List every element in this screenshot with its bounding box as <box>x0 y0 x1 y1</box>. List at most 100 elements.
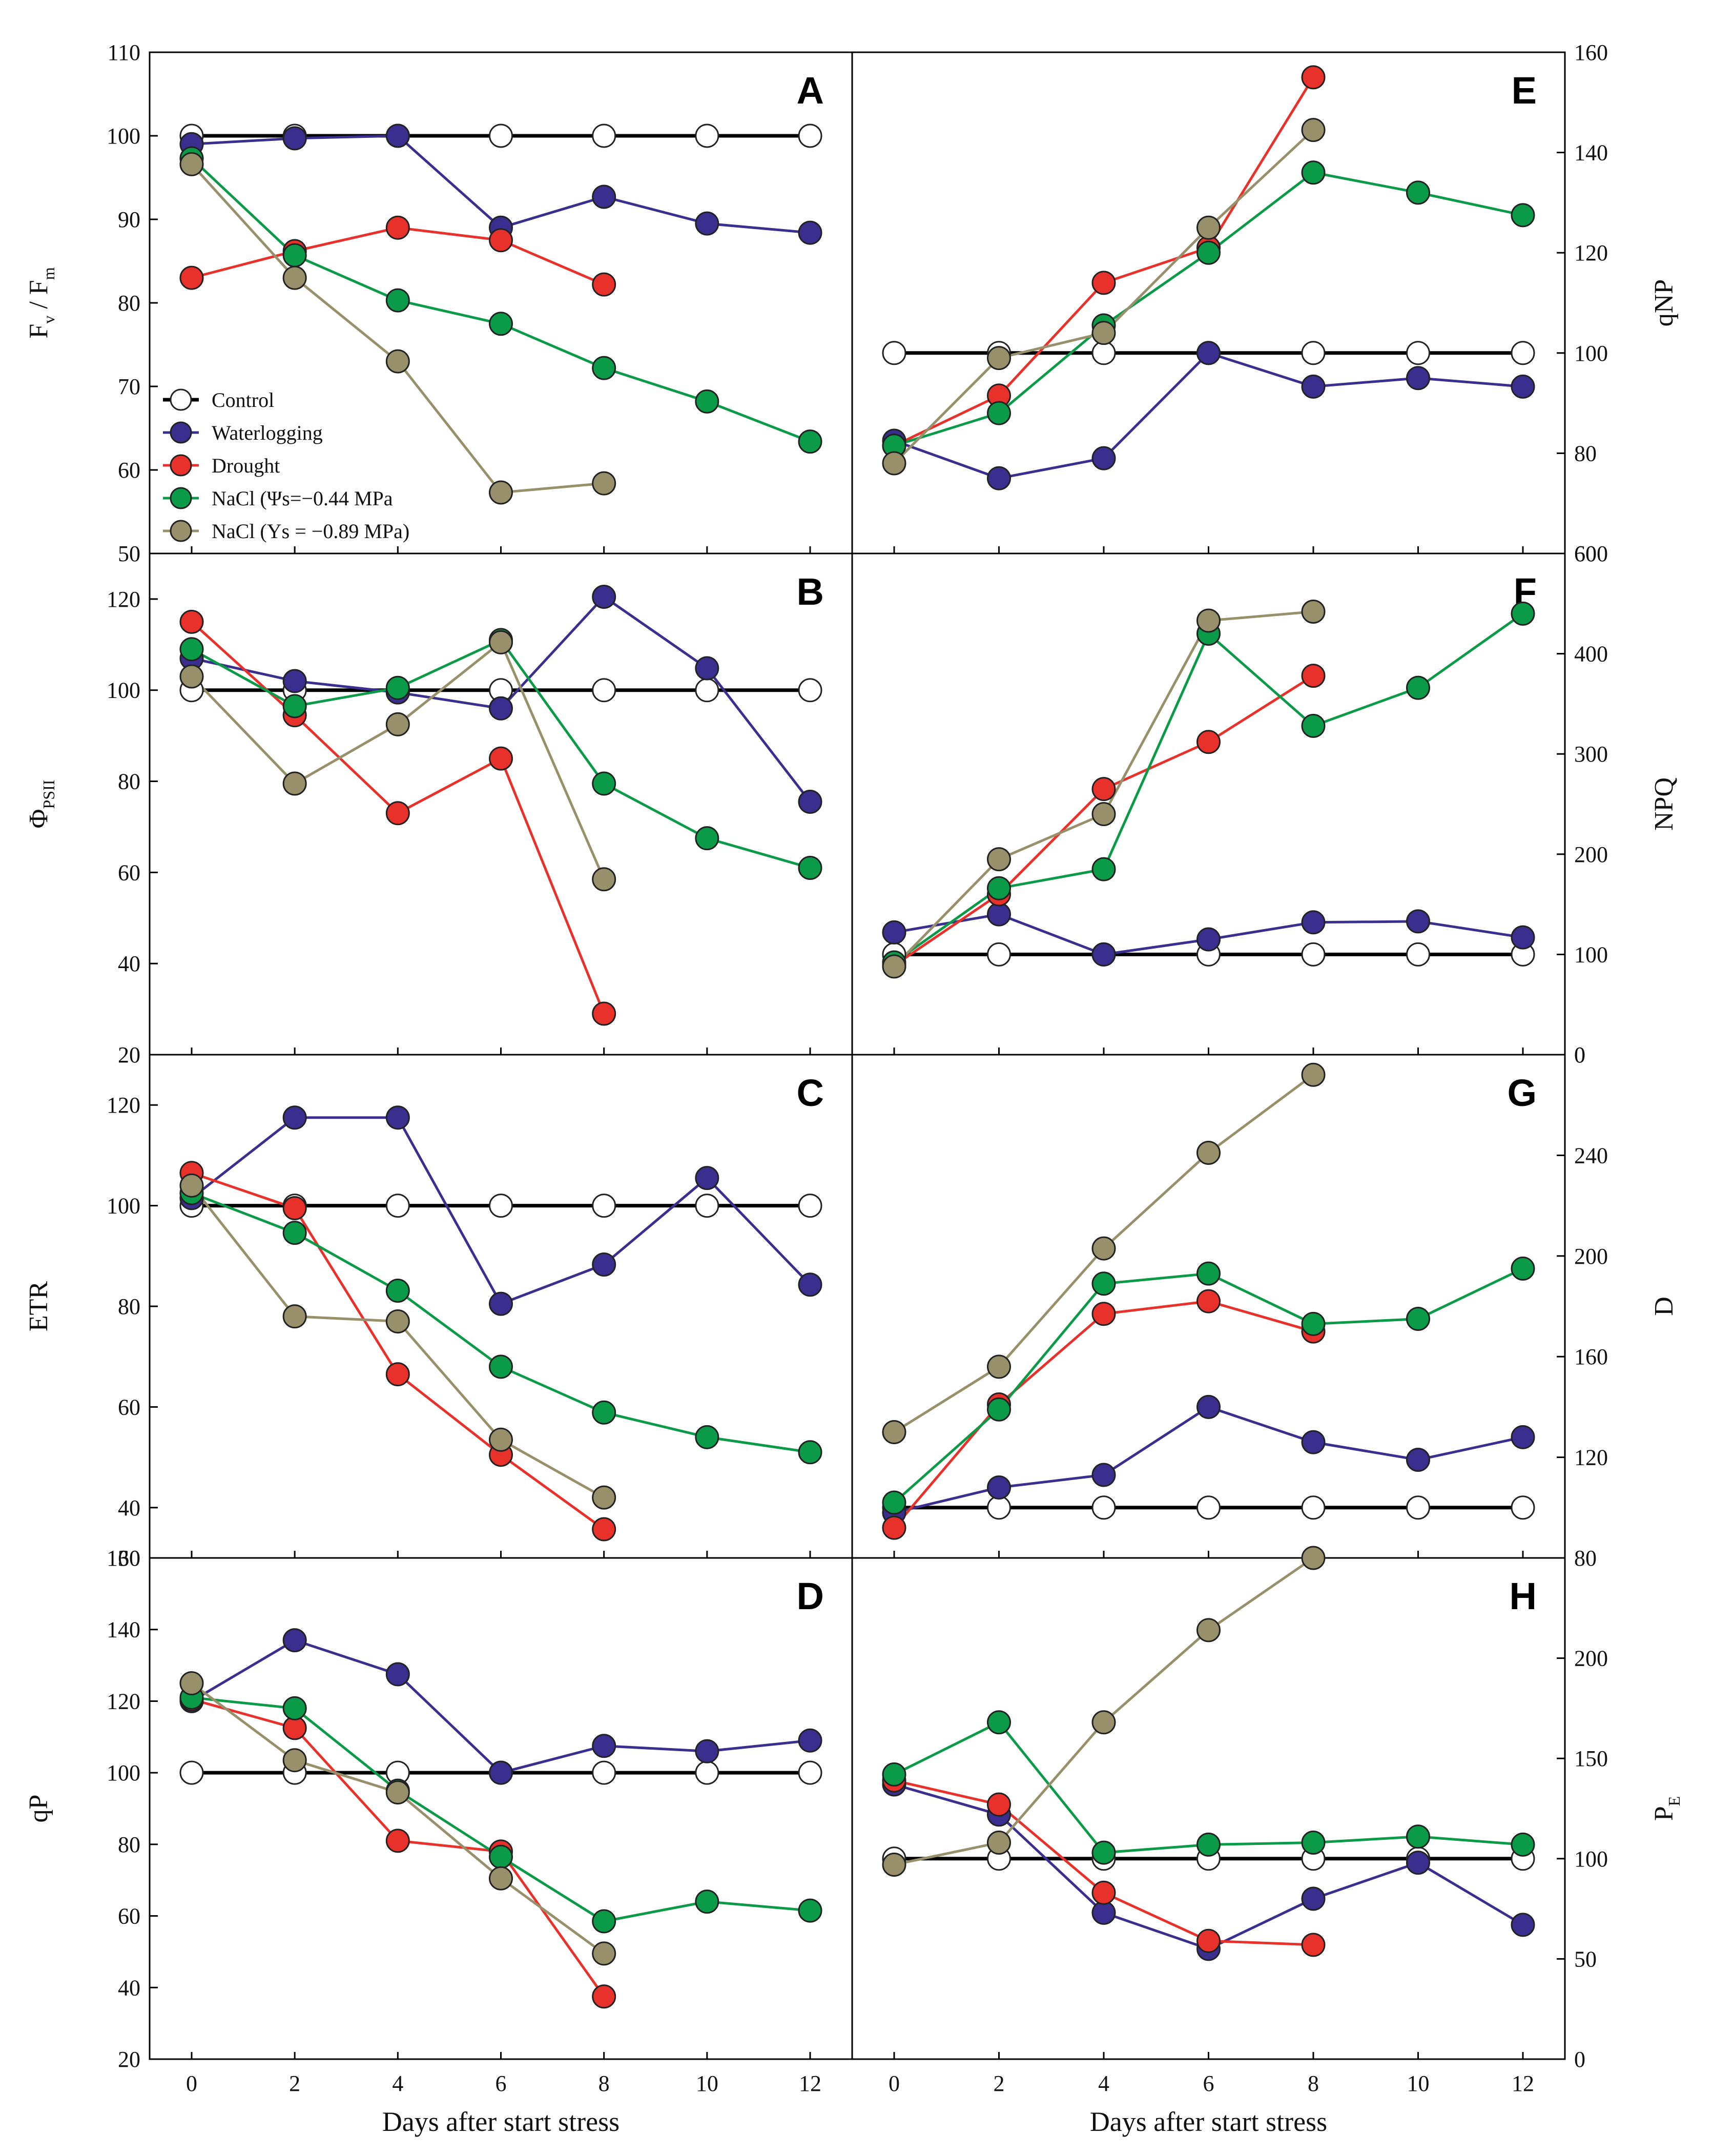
panel-b: 20 40 60 80 100 120 ΦPSII B <box>24 552 853 1067</box>
point-drought <box>882 1515 906 1540</box>
panel-d: 20 40 60 80 100 120 140 160 qP D <box>24 1546 853 2072</box>
y-tick-label: 60 <box>118 1904 140 1929</box>
point-nacl_low <box>1406 180 1430 205</box>
point-waterlogging <box>1091 446 1116 470</box>
x-tick-label: 8 <box>598 2071 610 2096</box>
point-control <box>798 1194 822 1218</box>
y-axis-title: ETR <box>24 1281 53 1332</box>
legend-item-nacl_high: NaCl (Ys = −0.89 MPa) <box>163 520 409 543</box>
point-drought <box>385 215 410 240</box>
point-nacl_low <box>798 855 822 880</box>
point-nacl_high <box>882 451 906 476</box>
y-tick-label: 40 <box>118 1975 140 2000</box>
point-drought <box>1196 730 1221 754</box>
y-tick-label: 100 <box>1574 1846 1608 1872</box>
point-nacl_low <box>1301 1311 1326 1336</box>
point-waterlogging <box>798 1272 822 1297</box>
point-nacl_low <box>798 1898 822 1923</box>
point-waterlogging <box>592 1734 616 1758</box>
point-nacl_low <box>282 1696 307 1720</box>
point-waterlogging <box>1301 1886 1326 1911</box>
point-drought <box>592 1001 616 1026</box>
y-axis-title-part: F <box>24 324 53 339</box>
point-drought <box>179 609 204 634</box>
panel-letter: G <box>1507 1072 1537 1114</box>
y-tick-label: 120 <box>107 1689 140 1714</box>
point-nacl_high <box>1301 599 1326 624</box>
panel-letter: C <box>797 1072 824 1114</box>
point-waterlogging <box>385 1105 410 1130</box>
x-tick-label: 10 <box>1407 2071 1430 2096</box>
point-waterlogging <box>489 1291 513 1316</box>
y-tick-label: 50 <box>118 541 140 566</box>
point-waterlogging <box>798 1728 822 1753</box>
point-nacl_high <box>1091 802 1116 827</box>
x-axis-title: Days after start stress <box>1090 2106 1327 2137</box>
point-nacl_low <box>695 389 719 414</box>
y-tick-label: 20 <box>118 1042 140 1067</box>
y-axis-title-part: m <box>39 267 58 280</box>
y-tick-label: 80 <box>1574 441 1597 466</box>
y-tick-label: 80 <box>118 291 140 316</box>
point-nacl_low <box>1406 1307 1430 1331</box>
point-waterlogging <box>1511 1913 1535 1937</box>
point-nacl_low <box>592 771 616 796</box>
panel-frame <box>149 1557 853 2060</box>
point-control <box>385 1194 410 1218</box>
y-tick-label: 40 <box>118 1495 140 1521</box>
y-tick-label: 140 <box>107 1617 140 1642</box>
point-nacl_low <box>282 243 307 268</box>
point-nacl_high <box>987 847 1011 872</box>
point-nacl_high <box>592 867 616 892</box>
point-waterlogging <box>1511 1425 1535 1449</box>
x-tick-label: 12 <box>799 2071 821 2096</box>
point-nacl_low <box>882 1490 906 1515</box>
point-waterlogging <box>1196 341 1221 365</box>
point-nacl_high <box>1301 118 1326 142</box>
y-tick-label: 100 <box>107 124 140 149</box>
point-nacl_low <box>798 1440 822 1465</box>
y-tick-label: 70 <box>118 374 140 399</box>
point-waterlogging <box>385 1662 410 1687</box>
x-tick-label: 12 <box>1512 2071 1534 2096</box>
point-control <box>1301 1495 1326 1520</box>
point-nacl_high <box>179 1173 204 1198</box>
point-waterlogging <box>798 790 822 814</box>
point-drought <box>592 1517 616 1542</box>
panel-letter: B <box>797 570 824 613</box>
point-waterlogging <box>695 211 719 236</box>
point-nacl_low <box>1196 1832 1221 1857</box>
point-nacl_low <box>1301 713 1326 738</box>
point-nacl_high <box>592 1941 616 1966</box>
x-tick-label: 10 <box>696 2071 718 2096</box>
point-drought <box>179 265 204 290</box>
panel-letter: D <box>797 1575 824 1617</box>
point-drought <box>1196 1289 1221 1313</box>
point-nacl_low <box>1406 1824 1430 1849</box>
y-axis-title-part: qNP <box>1649 279 1679 326</box>
point-control <box>1511 341 1535 365</box>
legend-marker <box>170 520 192 542</box>
y-axis-title-part: D <box>1649 1297 1679 1316</box>
point-nacl_high <box>1196 608 1221 633</box>
x-axis-layer: 0 2 4 6 8 10 12 Days after start stress 0 2 4 6 8 10 1… <box>186 2071 1534 2137</box>
y-tick-label-top: 600 <box>1574 541 1608 566</box>
point-nacl_low <box>489 312 513 336</box>
point-nacl_high <box>882 1420 906 1444</box>
legend-item-waterlogging: Waterlogging <box>163 421 323 444</box>
point-control <box>1406 341 1430 365</box>
point-control <box>489 124 513 148</box>
y-axis-title-part: NPQ <box>1649 777 1679 831</box>
point-control <box>798 678 822 703</box>
point-control <box>1091 341 1116 365</box>
point-nacl_low <box>987 401 1011 425</box>
x-tick-label: 6 <box>1203 2071 1214 2096</box>
y-axis-title: D <box>1649 1297 1679 1316</box>
point-control <box>1511 1495 1535 1520</box>
y-tick-label: 120 <box>1574 1445 1608 1470</box>
point-control <box>1406 942 1430 967</box>
point-waterlogging <box>489 1760 513 1785</box>
y-axis-title-part: E <box>1665 1796 1683 1806</box>
y-tick-label: 60 <box>118 1394 140 1420</box>
point-nacl_high <box>987 346 1011 371</box>
